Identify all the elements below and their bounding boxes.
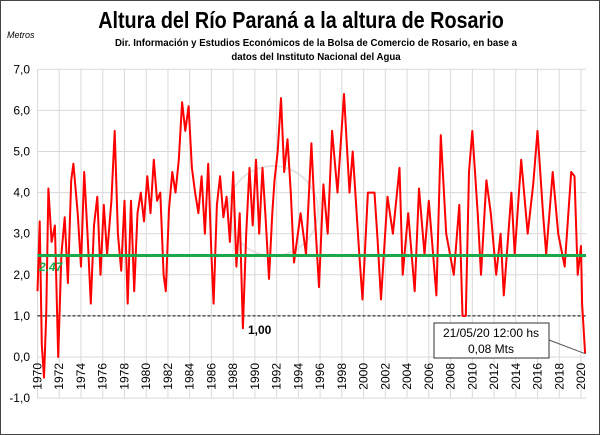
x-tick-label: 1984	[183, 363, 197, 390]
x-tick-label: 1994	[291, 363, 305, 390]
x-tick-label: 1976	[96, 363, 110, 390]
x-tick-label: 1980	[139, 363, 153, 390]
x-tick-label: 2000	[357, 363, 371, 390]
y-axis-label: Metros	[7, 30, 35, 40]
y-tick-label: -1,0	[9, 391, 30, 405]
chart-title: Altura del Río Paraná a la altura de Ros…	[98, 7, 504, 33]
average-label: 2,47	[38, 260, 64, 274]
x-tick-label: 1978	[117, 363, 131, 390]
x-tick-label: 2012	[487, 363, 501, 390]
x-tick-label: 1998	[335, 363, 349, 390]
y-tick-label: 7,0	[13, 62, 30, 76]
x-tick-label: 2020	[574, 363, 588, 390]
min-1989-label: 1,00	[248, 323, 272, 337]
x-tick-label: 2014	[509, 363, 523, 390]
x-tick-label: 1992	[270, 363, 284, 390]
annotation-box	[433, 322, 550, 359]
y-tick-label: 4,0	[13, 186, 30, 200]
y-tick-label: 5,0	[13, 145, 30, 159]
river-height-series-line	[36, 93, 587, 379]
y-tick-label: 2,0	[13, 268, 30, 282]
x-tick-label: 1970	[31, 363, 45, 390]
chart-subtitle: Dir. Información y Estudios Económicos d…	[114, 37, 518, 63]
y-tick-label: 1,0	[13, 309, 30, 323]
x-tick-label: 2010	[465, 363, 479, 390]
x-tick-label: 1988	[226, 363, 240, 390]
x-tick-label: 2004	[400, 363, 414, 390]
x-tick-label: 2002	[378, 363, 392, 390]
y-tick-label: 6,0	[13, 103, 30, 117]
x-tick-label: 1972	[52, 363, 66, 390]
x-tick-label: 1982	[161, 363, 175, 390]
annotation-value: 0,08 Mts	[468, 342, 514, 356]
x-tick-label: 1990	[248, 363, 262, 390]
x-tick-label: 2008	[444, 363, 458, 390]
y-tick-label: 3,0	[13, 227, 30, 241]
x-tick-label: 1986	[204, 363, 218, 390]
x-tick-label: 2016	[531, 363, 545, 390]
x-tick-label: 1996	[313, 363, 327, 390]
annotation-date: 21/05/20 12:00 hs	[443, 326, 539, 340]
x-tick-label: 2006	[422, 363, 436, 390]
x-tick-label: 1974	[74, 363, 88, 390]
x-tick-label: 2018	[552, 363, 566, 390]
annotation-leader-line	[548, 339, 586, 355]
y-tick-label: 0,0	[13, 350, 30, 364]
